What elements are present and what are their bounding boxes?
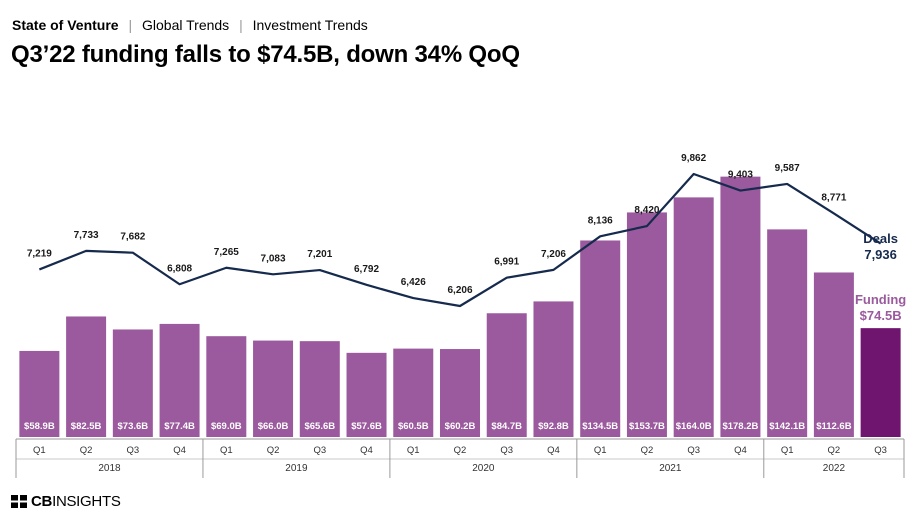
funding-bar-label: $60.2B <box>445 421 476 432</box>
deals-data-label: 8,136 <box>588 215 613 226</box>
funding-bar-label: $57.6B <box>351 421 382 432</box>
funding-bar-label: $58.9B <box>24 421 55 432</box>
funding-callout-value: $74.5B <box>860 308 902 323</box>
deals-data-label: 8,771 <box>821 192 846 203</box>
funding-bar-label: $60.5B <box>398 421 429 432</box>
x-tick-quarter: Q2 <box>267 445 280 456</box>
funding-bar <box>767 229 808 437</box>
funding-bar <box>346 352 387 437</box>
funding-bar-label: $82.5B <box>71 421 102 432</box>
deals-data-label: 8,420 <box>634 205 659 216</box>
funding-bar <box>159 323 200 437</box>
funding-bar-label: $164.0B <box>676 421 712 432</box>
funding-bar <box>813 272 854 437</box>
funding-bar <box>673 197 714 437</box>
x-tick-quarter: Q1 <box>781 445 794 456</box>
funding-bar-label: $112.6B <box>816 421 852 432</box>
x-tick-quarter: Q3 <box>687 445 700 456</box>
x-tick-quarter: Q2 <box>828 445 841 456</box>
funding-bar-label: $92.8B <box>538 421 569 432</box>
x-tick-quarter: Q1 <box>220 445 233 456</box>
funding-bar <box>580 240 621 437</box>
deals-data-label: 9,403 <box>728 170 753 181</box>
deals-callout-name: Deals <box>863 231 898 246</box>
funding-bar-label: $77.4B <box>164 421 195 432</box>
deals-data-label: 7,083 <box>261 253 286 264</box>
deals-data-label: 6,808 <box>167 263 192 274</box>
x-tick-quarter: Q1 <box>33 445 46 456</box>
deals-data-label: 7,206 <box>541 249 566 260</box>
x-tick-quarter: Q4 <box>173 445 186 456</box>
breadcrumb-brand: State of Venture <box>12 17 119 33</box>
funding-bar <box>112 329 153 437</box>
x-tick-year: 2021 <box>659 463 682 474</box>
funding-bar-label: $134.5B <box>582 421 618 432</box>
x-tick-quarter: Q4 <box>360 445 373 456</box>
funding-bar-label: $73.6B <box>118 421 149 432</box>
x-tick-quarter: Q3 <box>126 445 139 456</box>
x-tick-quarter: Q2 <box>454 445 467 456</box>
deals-data-label: 6,991 <box>494 257 519 268</box>
deals-callout-value: 7,936 <box>864 247 897 262</box>
x-tick-year: 2018 <box>98 463 121 474</box>
deals-data-label: 7,219 <box>27 248 52 259</box>
funding-bar-label: $84.7B <box>491 421 522 432</box>
page-title: Q3’22 funding falls to $74.5B, down 34% … <box>11 41 520 68</box>
breadcrumb-separator: | <box>239 17 243 33</box>
cb-insights-logo-icon <box>11 495 27 508</box>
funding-bar <box>19 350 60 437</box>
funding-bar <box>720 176 761 437</box>
x-tick-quarter: Q2 <box>80 445 93 456</box>
funding-bar <box>440 349 480 437</box>
funding-bar-label: $69.0B <box>211 421 242 432</box>
funding-callout-name: Funding <box>855 292 906 307</box>
x-tick-quarter: Q1 <box>407 445 420 456</box>
deals-data-label: 7,201 <box>307 249 332 260</box>
x-tick-quarter: Q1 <box>594 445 607 456</box>
deals-data-label: 7,682 <box>120 232 145 243</box>
funding-bar-label: $65.6B <box>304 421 335 432</box>
deals-data-label: 6,426 <box>401 277 426 288</box>
breadcrumb-investment-trends[interactable]: Investment Trends <box>252 17 368 33</box>
x-tick-quarter: Q2 <box>641 445 654 456</box>
deals-data-label: 9,587 <box>775 163 800 174</box>
funding-bar <box>860 328 901 437</box>
funding-bar <box>393 348 434 437</box>
funding-bar <box>206 336 247 437</box>
funding-bar-label: $66.0B <box>258 421 289 432</box>
x-tick-quarter: Q4 <box>734 445 747 456</box>
funding-bar <box>299 341 340 437</box>
funding-bar <box>626 212 667 437</box>
logo-text-cb: CB <box>31 493 53 510</box>
x-tick-quarter: Q4 <box>547 445 560 456</box>
x-tick-quarter: Q3 <box>500 445 513 456</box>
funding-bar <box>66 316 107 437</box>
deals-data-label: 6,206 <box>447 285 472 296</box>
funding-bar-label: $142.1B <box>769 421 805 432</box>
funding-bar-label: $153.7B <box>629 421 665 432</box>
cb-insights-logo: CB INSIGHTS <box>11 493 121 510</box>
deals-data-label: 7,265 <box>214 247 239 258</box>
deals-data-label: 9,862 <box>681 153 706 164</box>
x-tick-year: 2019 <box>285 463 308 474</box>
logo-text-insights: INSIGHTS <box>52 493 121 510</box>
funding-bar <box>253 340 294 437</box>
funding-bar-label: $178.2B <box>722 421 758 432</box>
funding-bar <box>533 301 574 437</box>
x-tick-quarter: Q3 <box>313 445 326 456</box>
deals-data-label: 6,792 <box>354 264 379 275</box>
breadcrumb: State of Venture | Global Trends | Inves… <box>12 17 368 33</box>
x-tick-quarter: Q3 <box>874 445 887 456</box>
deals-data-label: 7,733 <box>74 230 99 241</box>
x-tick-year: 2020 <box>472 463 495 474</box>
breadcrumb-separator: | <box>128 17 133 33</box>
breadcrumb-global-trends[interactable]: Global Trends <box>142 17 230 33</box>
funding-bar <box>486 313 527 437</box>
x-tick-year: 2022 <box>823 463 846 474</box>
